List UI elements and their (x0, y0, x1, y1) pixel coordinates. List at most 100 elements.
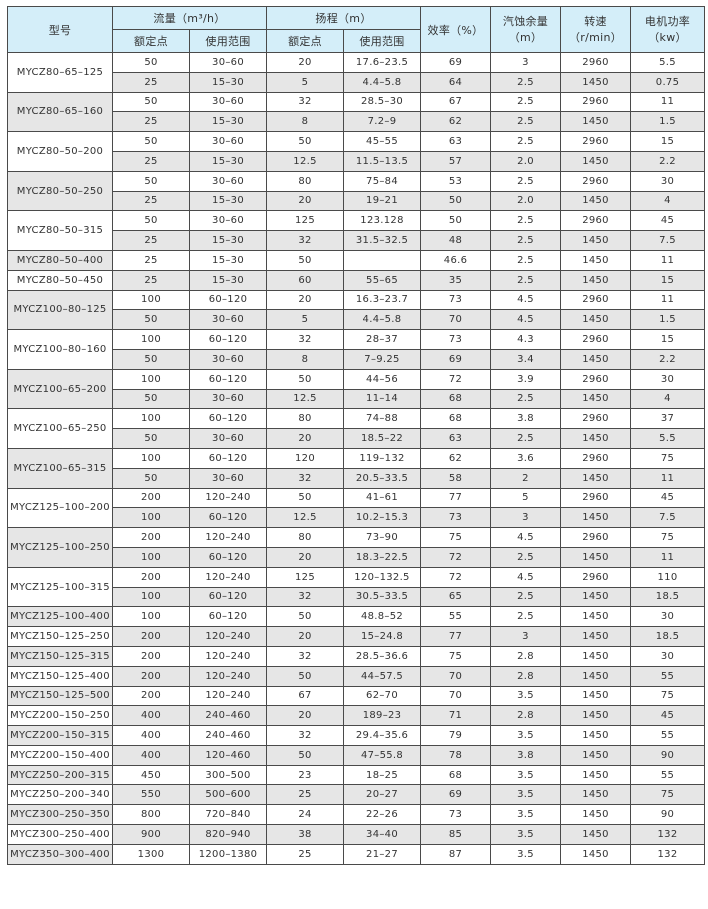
efficiency-cell: 46.6 (420, 249, 492, 271)
head-range-cell: 119–132 (343, 447, 422, 469)
model-cell: MYCZ125–100–400 (7, 606, 113, 628)
efficiency-cell: 75 (420, 527, 492, 548)
speed-cell: 1450 (560, 606, 632, 628)
head-rated-cell: 20 (266, 705, 345, 727)
model-cell: MYCZ300–250–350 (7, 804, 113, 826)
flow-rated-cell: 50 (112, 91, 190, 113)
power-cell: 5.5 (630, 428, 706, 449)
header-power: 电机功率 （kw） (630, 6, 706, 53)
head-rated-cell: 20 (266, 52, 345, 73)
head-range-cell: 120–132.5 (343, 566, 422, 588)
flow-rated-cell: 50 (112, 309, 190, 331)
npsh-cell: 2.5 (490, 269, 562, 291)
efficiency-cell: 70 (420, 309, 492, 331)
head-range-cell: 123.128 (343, 210, 422, 232)
head-rated-cell: 38 (266, 824, 345, 845)
npsh-cell: 2.8 (490, 705, 562, 727)
speed-cell: 2960 (560, 368, 632, 390)
power-cell: 11 (630, 546, 706, 568)
speed-cell: 2960 (560, 527, 632, 548)
flow-range-cell: 15–30 (188, 71, 268, 93)
speed-cell: 1450 (560, 665, 632, 687)
flow-rated-cell: 400 (112, 705, 190, 727)
header-speed-unit: （r/min） (568, 30, 623, 44)
speed-cell: 1450 (560, 725, 632, 746)
power-cell: 30 (630, 368, 706, 390)
power-cell: 45 (630, 487, 706, 509)
speed-cell: 1450 (560, 71, 632, 93)
head-range-cell: 28.5–30 (343, 91, 422, 113)
flow-range-cell: 30–60 (188, 170, 268, 192)
flow-rated-cell: 100 (112, 329, 190, 350)
flow-range-cell: 15–30 (188, 230, 268, 251)
table-row: MYCZ100–65–200 100 60–120 50 44–56 72 3.9 2960 3… (7, 368, 706, 410)
efficiency-cell: 64 (420, 71, 492, 93)
table-row: MYCZ200–150–400 400 120–460 50 47–55.8 78 3.8 1… (7, 744, 706, 766)
model-cell: MYCZ150–125–250 (7, 626, 113, 647)
table-row: MYCZ150–125–250 200 120–240 20 15–24.8 77 3 145… (7, 626, 706, 647)
power-cell: 45 (630, 705, 706, 727)
head-rated-cell: 50 (266, 487, 345, 509)
table-body: MYCZ80–65–125 50 30–60 20 17.6–23.5 69 3 2960 5.… (7, 52, 706, 865)
flow-rated-cell: 100 (112, 546, 190, 568)
power-cell: 90 (630, 804, 706, 826)
flow-range-cell: 60–120 (188, 606, 268, 628)
table-row: 25 15–30 20 19–21 50 2.0 1450 4 (8, 190, 706, 212)
efficiency-cell: 65 (420, 586, 492, 608)
flow-range-cell: 1200–1380 (188, 843, 268, 865)
head-rated-cell: 32 (266, 586, 345, 608)
efficiency-cell: 69 (420, 52, 492, 73)
head-rated-cell: 80 (266, 408, 345, 430)
flow-range-cell: 60–120 (188, 546, 268, 568)
flow-range-cell: 60–120 (188, 507, 268, 529)
header-flow-rated: 额定点 (112, 29, 190, 53)
head-range-cell: 20–27 (343, 784, 422, 806)
flow-rated-cell: 50 (112, 428, 190, 449)
npsh-cell: 2 (490, 467, 562, 489)
speed-cell: 1450 (560, 111, 632, 133)
power-cell: 30 (630, 170, 706, 192)
npsh-cell: 3.9 (490, 368, 562, 390)
npsh-cell: 4.5 (490, 309, 562, 331)
npsh-cell: 4.3 (490, 329, 562, 350)
flow-rated-cell: 200 (112, 626, 190, 647)
speed-cell: 1450 (560, 467, 632, 489)
table-row: MYCZ250–200–315 450 300–500 23 18–25 68 3.5 145… (7, 764, 706, 786)
flow-range-cell: 820–940 (188, 824, 268, 845)
speed-cell: 1450 (560, 507, 632, 529)
efficiency-cell: 72 (420, 566, 492, 588)
table-row: MYCZ100–65–250 100 60–120 80 74–88 68 3.8 2960 3… (7, 408, 706, 449)
efficiency-cell: 77 (420, 626, 492, 647)
model-cell: MYCZ80–50–450 (7, 269, 113, 291)
head-range-cell: 75–84 (343, 170, 422, 192)
speed-cell: 1450 (560, 190, 632, 212)
table-row: MYCZ300–250–400 900 820–940 38 34–40 85 3.5 145… (7, 824, 706, 845)
flow-range-cell: 120–240 (188, 487, 268, 509)
npsh-cell: 2.5 (490, 606, 562, 628)
npsh-cell: 2.5 (490, 170, 562, 192)
speed-cell: 1450 (560, 428, 632, 449)
flow-rated-cell: 200 (112, 527, 190, 548)
npsh-cell: 3.5 (490, 725, 562, 746)
npsh-cell: 2.5 (490, 71, 562, 93)
table-row: MYCZ125–100–400 100 60–120 50 48.8–52 55 2.5 14… (7, 606, 706, 628)
speed-cell: 1450 (560, 249, 632, 271)
head-rated-cell: 60 (266, 269, 345, 291)
npsh-cell: 2.5 (490, 91, 562, 113)
flow-rated-cell: 100 (112, 507, 190, 529)
npsh-cell: 2.5 (490, 428, 562, 449)
head-range-cell: 20.5–33.5 (343, 467, 422, 489)
header-speed: 转速 （r/min） (560, 6, 632, 53)
model-cell: MYCZ125–100–200 (7, 487, 113, 529)
head-rated-cell: 24 (266, 804, 345, 826)
efficiency-cell: 62 (420, 447, 492, 469)
flow-rated-cell: 200 (112, 645, 190, 667)
npsh-cell: 4.5 (490, 566, 562, 588)
table-row: 50 30–60 8 7–9.25 69 3.4 1450 2.2 (8, 348, 706, 370)
efficiency-cell: 72 (420, 546, 492, 568)
power-cell: 30 (630, 645, 706, 667)
power-cell: 75 (630, 527, 706, 548)
npsh-cell: 3 (490, 52, 562, 73)
head-range-cell: 4.4–5.8 (343, 309, 422, 331)
head-range-cell: 21–27 (343, 843, 422, 865)
